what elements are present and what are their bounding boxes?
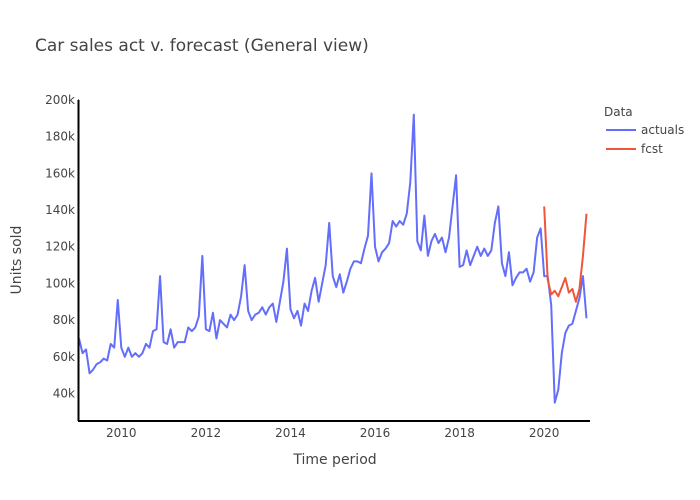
plot-area xyxy=(78,113,588,404)
legend-title: Data xyxy=(604,105,633,119)
legend-label-fcst: fcst xyxy=(641,142,663,156)
legend[interactable]: Data actuals fcst xyxy=(604,105,684,156)
x-tick-label: 2016 xyxy=(360,426,391,440)
y-tick-label: 200k xyxy=(45,93,75,107)
chart-title: Car sales act v. forecast (General view) xyxy=(35,36,369,56)
y-tick-label: 160k xyxy=(45,166,75,180)
y-axis-title: Units sold xyxy=(9,226,25,295)
x-tick-label: 2010 xyxy=(106,426,137,440)
y-tick-label: 60k xyxy=(53,350,75,364)
x-tick-label: 2018 xyxy=(444,426,475,440)
x-axis-title: Time period xyxy=(292,452,376,468)
y-tick-label: 80k xyxy=(53,313,75,327)
series-line-fcst[interactable] xyxy=(543,206,588,303)
y-tick-label: 120k xyxy=(45,240,75,254)
series-line-actuals[interactable] xyxy=(78,113,588,404)
legend-item-actuals[interactable]: actuals xyxy=(606,123,684,137)
y-tick-label: 40k xyxy=(53,386,75,400)
x-tick-label: 2012 xyxy=(191,426,222,440)
y-tick-label: 140k xyxy=(45,203,75,217)
legend-item-fcst[interactable]: fcst xyxy=(606,142,663,156)
y-tick-label: 180k xyxy=(45,130,75,144)
y-tick-label: 100k xyxy=(45,276,75,290)
x-tick-label: 2014 xyxy=(275,426,306,440)
x-tick-label: 2020 xyxy=(529,426,560,440)
x-axis-ticks: 2010 2012 2014 2016 2018 2020 xyxy=(106,426,559,440)
legend-label-actuals: actuals xyxy=(641,123,684,137)
y-axis-ticks: 40k 60k 80k 100k 120k 140k 160k 180k 200k xyxy=(45,93,79,400)
